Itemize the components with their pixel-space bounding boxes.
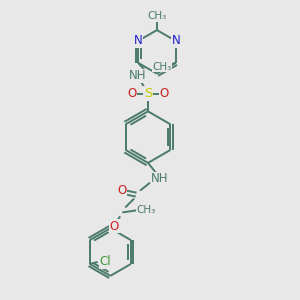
Text: O: O [159, 87, 169, 100]
Text: NH: NH [129, 69, 147, 82]
Text: NH: NH [151, 172, 169, 185]
Text: N: N [171, 34, 180, 47]
Text: O: O [110, 220, 119, 233]
Text: CH₃: CH₃ [136, 206, 156, 215]
Text: CH₃: CH₃ [147, 11, 167, 21]
Text: O: O [128, 87, 137, 100]
Text: S: S [144, 87, 152, 100]
Text: CH₃: CH₃ [152, 62, 172, 72]
Text: N: N [134, 34, 142, 47]
Text: O: O [118, 184, 127, 197]
Text: Cl: Cl [100, 256, 111, 268]
